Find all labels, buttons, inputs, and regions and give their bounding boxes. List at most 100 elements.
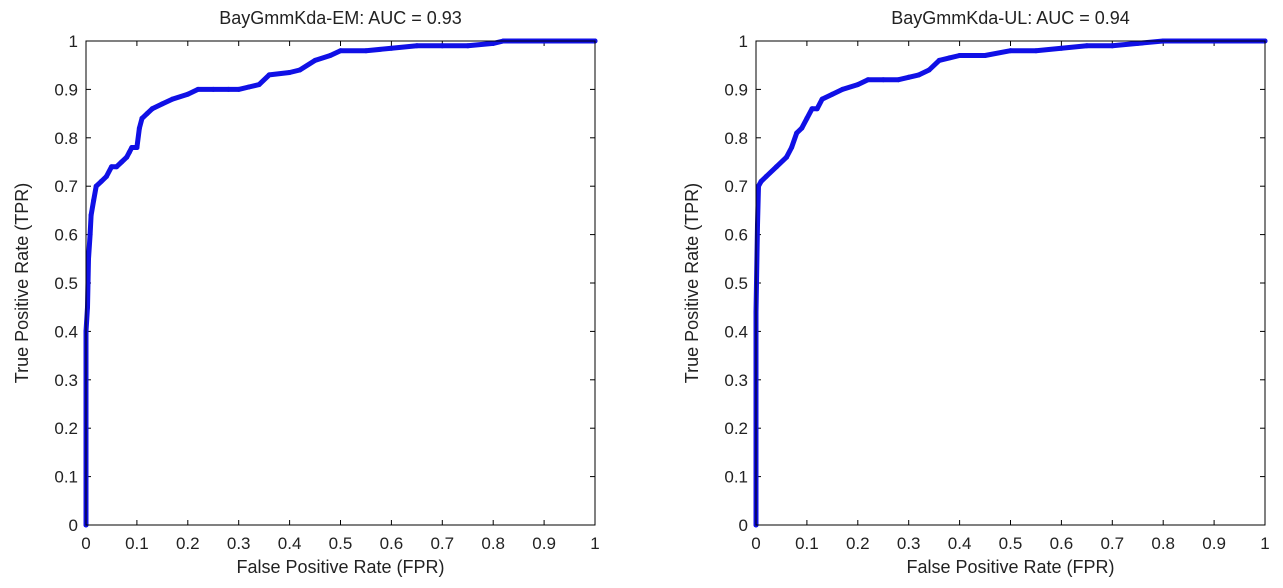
y-tick-label: 0	[69, 516, 78, 535]
x-tick-label: 0.1	[125, 534, 149, 553]
y-tick-label: 0.2	[54, 419, 78, 438]
y-tick-label: 0.6	[54, 226, 78, 245]
y-tick-label: 0.3	[724, 371, 748, 390]
roc-point	[936, 57, 942, 63]
x-tick-label: 0.9	[1202, 534, 1226, 553]
y-tick-label: 0.4	[724, 322, 748, 341]
roc-point	[388, 45, 394, 51]
y-tick-label: 0.7	[54, 177, 78, 196]
x-tick-label: 0.4	[948, 534, 972, 553]
x-tick-label: 0.4	[278, 534, 302, 553]
roc-point	[799, 125, 805, 131]
roc-point	[840, 86, 845, 92]
y-tick-label: 0.3	[54, 371, 78, 390]
roc-point	[114, 164, 119, 170]
y-tick-label: 0	[739, 516, 748, 535]
roc-point	[149, 106, 155, 112]
y-tick-label: 0.8	[54, 129, 78, 148]
roc-point	[287, 70, 293, 75]
roc-point	[195, 86, 201, 92]
roc-point	[756, 183, 761, 189]
y-tick-label: 0.5	[724, 274, 748, 293]
roc-point	[880, 77, 886, 83]
roc-point	[490, 40, 496, 46]
roc-point	[896, 77, 901, 83]
roc-point	[86, 256, 91, 262]
y-tick-label: 0.2	[724, 419, 748, 438]
axes-frame	[755, 40, 1266, 526]
roc-point	[327, 53, 333, 58]
roc-point	[982, 53, 988, 58]
roc-point	[256, 82, 262, 88]
roc-point	[129, 145, 135, 150]
roc-chart-ul: 0 0.1 0.2 0.3 0.4 0.5 0.6 0.7 0.8 0.9 1 0 0.1 0.2 0.3 0…	[682, 8, 1270, 577]
roc-point	[124, 154, 130, 160]
x-tick-label: 0.3	[897, 534, 921, 553]
y-tick-label: 0.5	[54, 274, 78, 293]
roc-point	[98, 178, 104, 184]
x-tick-label: 0.2	[176, 534, 200, 553]
x-axis-label: False Positive Rate (FPR)	[236, 557, 444, 577]
roc-point	[1109, 43, 1115, 49]
y-tick-label: 0.9	[724, 80, 748, 99]
x-tick-label: 0.6	[1050, 534, 1074, 553]
roc-point	[159, 101, 165, 107]
y-tick-label: 0.7	[724, 177, 748, 196]
roc-point	[814, 106, 820, 112]
roc-point	[763, 174, 769, 179]
x-tick-label: 0.5	[999, 534, 1023, 553]
roc-point	[246, 84, 252, 90]
roc-point	[119, 159, 125, 165]
roc-point	[134, 145, 140, 150]
roc-point	[1135, 40, 1141, 46]
x-tick-label: 0	[751, 534, 760, 553]
x-tick-label: 0.8	[481, 534, 505, 553]
roc-point	[338, 48, 343, 54]
roc-point	[926, 67, 932, 73]
roc-point	[91, 198, 97, 204]
roc-point	[773, 164, 779, 170]
roc-point	[784, 154, 789, 160]
y-tick-label: 0.1	[54, 468, 78, 487]
roc-point	[210, 86, 216, 92]
plot-area	[756, 41, 1265, 525]
chart-title: BayGmmKda-EM: AUC = 0.93	[219, 8, 462, 28]
roc-point	[312, 57, 318, 63]
roc-point	[136, 125, 142, 131]
chart-title: BayGmmKda-UL: AUC = 0.94	[891, 8, 1130, 28]
roc-point	[946, 55, 952, 61]
roc-point	[804, 115, 810, 121]
roc-point	[88, 212, 94, 218]
roc-point	[1033, 48, 1039, 54]
axes-frame	[85, 40, 596, 526]
roc-point	[297, 67, 303, 73]
roc-point	[855, 82, 861, 88]
x-tick-label: 0.3	[227, 534, 251, 553]
x-tick-label: 0.7	[1100, 534, 1124, 553]
roc-curve-line	[83, 38, 598, 528]
roc-point	[1084, 43, 1090, 49]
y-tick-label: 1	[739, 32, 748, 51]
y-tick-label: 0.8	[724, 129, 748, 148]
x-tick-label: 0.7	[430, 534, 454, 553]
x-tick-label: 1	[1260, 534, 1269, 553]
roc-point	[266, 72, 272, 78]
roc-point	[758, 178, 764, 184]
roc-point	[126, 149, 132, 155]
roc-point	[363, 48, 369, 54]
x-tick-label: 0	[81, 534, 90, 553]
y-axis-label: True Positive Rate (TPR)	[12, 183, 32, 383]
roc-point	[236, 86, 242, 92]
x-axis-label: False Positive Rate (FPR)	[906, 557, 1114, 577]
y-tick-label: 0.1	[724, 468, 748, 487]
x-tick-label: 0.5	[329, 534, 353, 553]
plot-area	[86, 41, 595, 525]
roc-point	[170, 96, 175, 102]
roc-point	[414, 43, 420, 49]
roc-point	[789, 145, 795, 150]
roc-point	[1008, 48, 1013, 54]
y-tick-label: 0.6	[724, 226, 748, 245]
x-tick-label: 0.2	[846, 534, 870, 553]
x-tick-label: 0.8	[1151, 534, 1175, 553]
